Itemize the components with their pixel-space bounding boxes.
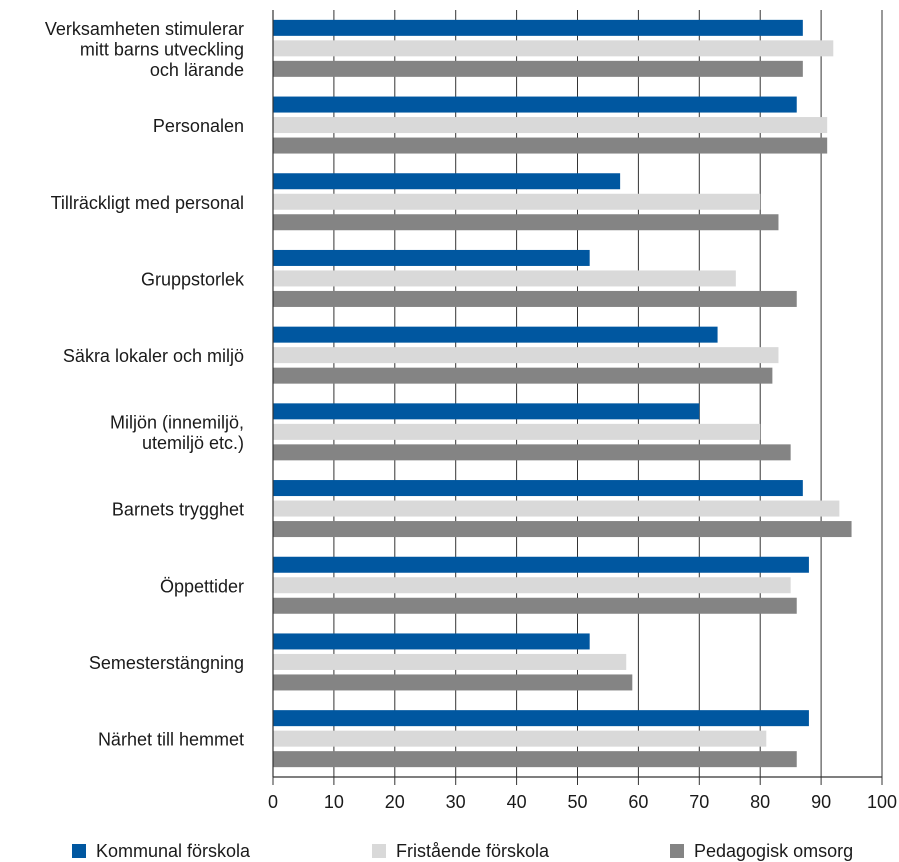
bar — [273, 173, 621, 190]
x-tick-label: 40 — [507, 792, 527, 812]
legend-item-kommunal: Kommunal förskola — [72, 842, 250, 860]
bar — [273, 521, 852, 538]
bar — [273, 40, 834, 57]
category-label: Tillräckligt med personal — [51, 193, 244, 213]
bar — [273, 137, 828, 154]
bar — [273, 730, 767, 747]
bar — [273, 19, 803, 36]
category-label: Säkra lokaler och miljö — [63, 346, 244, 366]
bar — [273, 367, 773, 384]
category-label: och lärande — [150, 60, 244, 80]
bar — [273, 674, 633, 691]
category-label: mitt barns utveckling — [80, 39, 244, 59]
legend-item-fristaende: Fristående förskola — [372, 842, 549, 860]
x-tick-label: 80 — [750, 792, 770, 812]
legend: Kommunal förskola Fristående förskola Pe… — [0, 842, 899, 862]
legend-swatch-pedagogisk — [670, 844, 684, 858]
x-tick-label: 100 — [867, 792, 897, 812]
category-label: Miljön (innemiljö, — [110, 413, 244, 433]
x-tick-label: 50 — [567, 792, 587, 812]
legend-item-pedagogisk: Pedagogisk omsorg — [670, 842, 853, 860]
x-tick-label: 0 — [268, 792, 278, 812]
legend-label-pedagogisk: Pedagogisk omsorg — [694, 841, 854, 861]
bar — [273, 403, 700, 420]
bar — [273, 480, 803, 497]
bar — [273, 96, 797, 113]
bar — [273, 347, 779, 364]
x-tick-label: 10 — [324, 792, 344, 812]
legend-label-fristaende: Fristående förskola — [396, 841, 550, 861]
bar — [273, 326, 718, 343]
bar — [273, 423, 761, 440]
category-label: Barnets trygghet — [112, 500, 244, 520]
legend-swatch-fristaende — [372, 844, 386, 858]
bar — [273, 577, 791, 594]
bar — [273, 193, 761, 210]
bar — [273, 556, 809, 573]
bar — [273, 60, 803, 77]
category-label: utemiljö etc.) — [142, 433, 244, 453]
category-label: Personalen — [153, 116, 244, 136]
x-tick-label: 70 — [689, 792, 709, 812]
bar — [273, 597, 797, 614]
x-tick-label: 90 — [811, 792, 831, 812]
category-label: Närhet till hemmet — [98, 730, 244, 750]
bar — [273, 270, 736, 287]
bar — [273, 214, 779, 231]
bar — [273, 500, 840, 517]
bar — [273, 710, 809, 727]
bar — [273, 249, 590, 266]
category-label: Verksamheten stimulerar — [45, 19, 244, 39]
bar — [273, 633, 590, 650]
x-tick-label: 30 — [446, 792, 466, 812]
bar — [273, 653, 627, 670]
legend-swatch-kommunal — [72, 844, 86, 858]
x-tick-label: 20 — [385, 792, 405, 812]
x-tick-label: 60 — [628, 792, 648, 812]
category-label: Öppettider — [160, 576, 244, 596]
bar — [273, 751, 797, 768]
bar — [273, 117, 828, 134]
bar — [273, 290, 797, 307]
bar — [273, 444, 791, 461]
category-label: Gruppstorlek — [141, 269, 245, 289]
legend-label-kommunal: Kommunal förskola — [96, 841, 251, 861]
category-label: Semesterstängning — [89, 653, 244, 673]
